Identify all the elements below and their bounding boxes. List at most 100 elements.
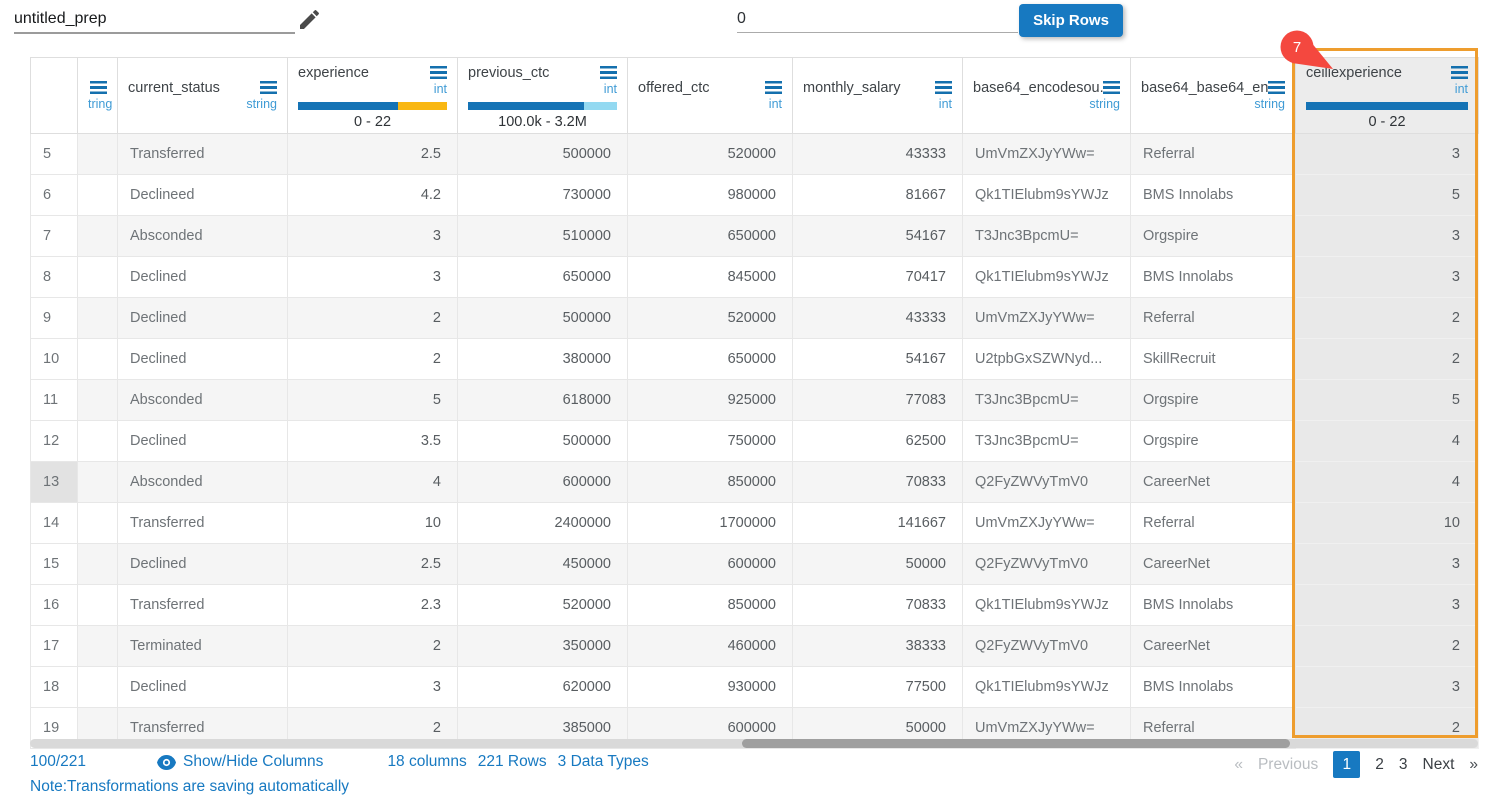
page-button-3[interactable]: 3 — [1398, 755, 1408, 773]
cell-offered-ctc[interactable]: 460000 — [627, 624, 793, 667]
cell-monthly-salary[interactable]: 77083 — [792, 378, 963, 421]
cell-ceiliexperience[interactable]: 10 — [1295, 501, 1479, 544]
page-button-1[interactable]: 1 — [1333, 751, 1361, 778]
cell-partial[interactable] — [77, 665, 118, 708]
cell-previous-ctc[interactable]: 500000 — [457, 132, 628, 175]
cell-previous-ctc[interactable]: 380000 — [457, 337, 628, 380]
cell-current-status[interactable]: Declined — [117, 255, 288, 298]
row-number-cell[interactable]: 6 — [30, 173, 78, 216]
page-button-2[interactable]: 2 — [1375, 755, 1384, 773]
cell-base64-encoded[interactable]: UmVmZXJyYWw= — [962, 296, 1131, 339]
cell-source[interactable]: BMS Innolabs — [1130, 665, 1296, 708]
cell-current-status[interactable]: Declined — [117, 665, 288, 708]
column-header-base64-encoded[interactable]: base64_encodesou... string — [962, 57, 1131, 134]
cell-ceiliexperience[interactable]: 2 — [1295, 337, 1479, 380]
cell-monthly-salary[interactable]: 70833 — [792, 583, 963, 626]
cell-current-status[interactable]: Declined — [117, 337, 288, 380]
cell-previous-ctc[interactable]: 500000 — [457, 419, 628, 462]
cell-base64-encoded[interactable]: Q2FyZWVyTmV0 — [962, 542, 1131, 585]
cell-base64-encoded[interactable]: UmVmZXJyYWw= — [962, 132, 1131, 175]
cell-monthly-salary[interactable]: 62500 — [792, 419, 963, 462]
cell-ceiliexperience[interactable]: 3 — [1295, 132, 1479, 175]
cell-source[interactable]: BMS Innolabs — [1130, 173, 1296, 216]
cell-offered-ctc[interactable]: 925000 — [627, 378, 793, 421]
column-header-experience[interactable]: experience int 0 - 22 — [287, 57, 458, 134]
cell-monthly-salary[interactable]: 77500 — [792, 665, 963, 708]
cell-current-status[interactable]: Absconded — [117, 460, 288, 503]
cell-offered-ctc[interactable]: 930000 — [627, 665, 793, 708]
cell-experience[interactable]: 2 — [287, 337, 458, 380]
cell-partial[interactable] — [77, 460, 118, 503]
cell-source[interactable]: BMS Innolabs — [1130, 255, 1296, 298]
cell-current-status[interactable]: Declineed — [117, 173, 288, 216]
cell-offered-ctc[interactable]: 980000 — [627, 173, 793, 216]
cell-source[interactable]: Orgspire — [1130, 214, 1296, 257]
column-menu-icon[interactable] — [765, 81, 782, 94]
column-header-offered-ctc[interactable]: offered_ctc int — [627, 57, 793, 134]
cell-source[interactable]: Referral — [1130, 296, 1296, 339]
cell-previous-ctc[interactable]: 618000 — [457, 378, 628, 421]
row-number-cell[interactable]: 15 — [30, 542, 78, 585]
cell-experience[interactable]: 2.5 — [287, 542, 458, 585]
cell-monthly-salary[interactable]: 38333 — [792, 624, 963, 667]
transformation-count-badge[interactable] — [1277, 30, 1335, 73]
cell-source[interactable]: CareerNet — [1130, 624, 1296, 667]
cell-monthly-salary[interactable]: 81667 — [792, 173, 963, 216]
row-number-cell[interactable]: 16 — [30, 583, 78, 626]
skip-rows-input[interactable] — [737, 6, 1018, 33]
cell-base64-encoded[interactable]: Q2FyZWVyTmV0 — [962, 460, 1131, 503]
cell-partial[interactable] — [77, 419, 118, 462]
cell-experience[interactable]: 3 — [287, 214, 458, 257]
cell-current-status[interactable]: Transferred — [117, 132, 288, 175]
cell-experience[interactable]: 3 — [287, 665, 458, 708]
cell-offered-ctc[interactable]: 520000 — [627, 132, 793, 175]
cell-previous-ctc[interactable]: 350000 — [457, 624, 628, 667]
cell-experience[interactable]: 4 — [287, 460, 458, 503]
cell-monthly-salary[interactable]: 141667 — [792, 501, 963, 544]
row-number-cell[interactable]: 12 — [30, 419, 78, 462]
cell-offered-ctc[interactable]: 845000 — [627, 255, 793, 298]
cell-source[interactable]: Referral — [1130, 501, 1296, 544]
cell-previous-ctc[interactable]: 520000 — [457, 583, 628, 626]
row-number-cell[interactable]: 10 — [30, 337, 78, 380]
column-menu-icon[interactable] — [260, 81, 277, 94]
previous-arrow[interactable]: « — [1234, 755, 1243, 773]
cell-experience[interactable]: 3.5 — [287, 419, 458, 462]
cell-source[interactable]: CareerNet — [1130, 542, 1296, 585]
cell-experience[interactable]: 2 — [287, 296, 458, 339]
cell-partial[interactable] — [77, 337, 118, 380]
cell-experience[interactable]: 10 — [287, 501, 458, 544]
cell-source[interactable]: SkillRecruit — [1130, 337, 1296, 380]
cell-ceiliexperience[interactable]: 5 — [1295, 378, 1479, 421]
cell-current-status[interactable]: Transferred — [117, 583, 288, 626]
cell-ceiliexperience[interactable]: 4 — [1295, 460, 1479, 503]
cell-ceiliexperience[interactable]: 3 — [1295, 214, 1479, 257]
cell-ceiliexperience[interactable]: 3 — [1295, 583, 1479, 626]
cell-partial[interactable] — [77, 501, 118, 544]
next-button[interactable]: Next — [1422, 755, 1455, 773]
cell-monthly-salary[interactable]: 43333 — [792, 296, 963, 339]
cell-previous-ctc[interactable]: 500000 — [457, 296, 628, 339]
cell-ceiliexperience[interactable]: 5 — [1295, 173, 1479, 216]
cell-offered-ctc[interactable]: 650000 — [627, 214, 793, 257]
cell-base64-encoded[interactable]: T3Jnc3BpcmU= — [962, 378, 1131, 421]
horizontal-scrollbar-thumb[interactable] — [742, 739, 1290, 748]
cell-offered-ctc[interactable]: 520000 — [627, 296, 793, 339]
cell-offered-ctc[interactable]: 1700000 — [627, 501, 793, 544]
cell-experience[interactable]: 5 — [287, 378, 458, 421]
cell-monthly-salary[interactable]: 70417 — [792, 255, 963, 298]
cell-previous-ctc[interactable]: 620000 — [457, 665, 628, 708]
cell-base64-encoded[interactable]: T3Jnc3BpcmU= — [962, 214, 1131, 257]
cell-base64-encoded[interactable]: U2tpbGxSZWNyd... — [962, 337, 1131, 380]
cell-source[interactable]: BMS Innolabs — [1130, 583, 1296, 626]
cell-current-status[interactable]: Declined — [117, 296, 288, 339]
cell-previous-ctc[interactable]: 650000 — [457, 255, 628, 298]
column-menu-icon[interactable] — [1451, 66, 1468, 79]
cell-base64-encoded[interactable]: Qk1TIElubm9sYWJz — [962, 665, 1131, 708]
cell-base64-encoded[interactable]: T3Jnc3BpcmU= — [962, 419, 1131, 462]
column-menu-icon[interactable] — [90, 81, 107, 94]
cell-current-status[interactable]: Absconded — [117, 378, 288, 421]
previous-button[interactable]: Previous — [1257, 755, 1319, 773]
cell-experience[interactable]: 2.5 — [287, 132, 458, 175]
cell-base64-encoded[interactable]: Qk1TIElubm9sYWJz — [962, 255, 1131, 298]
